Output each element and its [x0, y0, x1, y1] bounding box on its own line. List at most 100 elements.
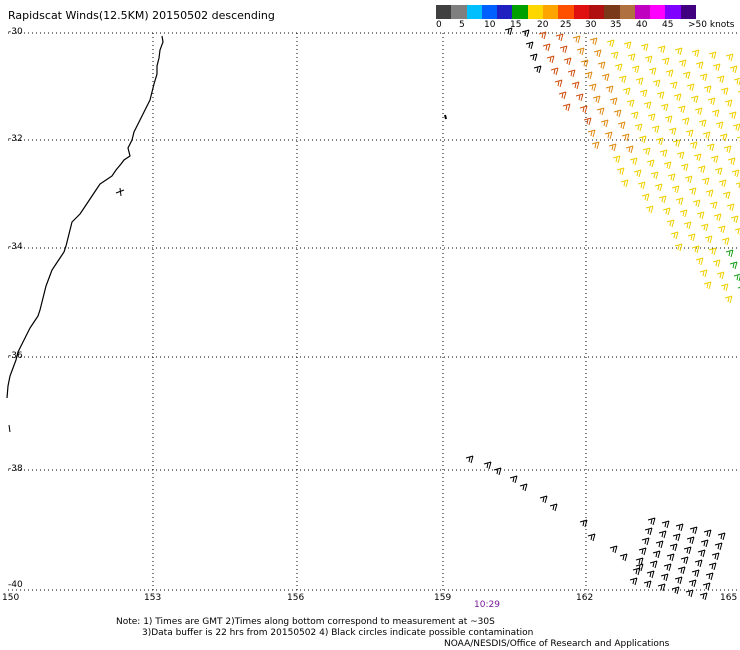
- legend-swatch: [588, 5, 605, 19]
- legend-label: 20: [537, 20, 549, 30]
- wind-barb: [708, 562, 717, 571]
- wind-barb: [676, 151, 685, 160]
- wind-barb: [605, 85, 614, 94]
- wind-barb: [684, 175, 693, 184]
- wind-barb: [644, 55, 653, 64]
- wind-barb: [688, 579, 697, 588]
- wind-barb: [674, 576, 683, 585]
- legend-swatch: [527, 5, 544, 19]
- wind-barb: [658, 530, 667, 539]
- wind-barb: [652, 550, 661, 559]
- wind-barb: [702, 131, 711, 140]
- wind-barb: [493, 467, 502, 476]
- wind-barb: [734, 228, 740, 235]
- wind-barb: [554, 79, 563, 88]
- wind-barb: [670, 231, 679, 240]
- wind-barb: [675, 523, 684, 532]
- wind-barb: [504, 27, 513, 36]
- wind-barb: [663, 161, 672, 170]
- wind-barb: [735, 182, 740, 189]
- legend-swatch: [481, 5, 498, 19]
- lon-label-159: 159: [434, 593, 452, 603]
- wind-barb: [596, 107, 605, 116]
- wind-barb: [588, 83, 597, 92]
- legend-label: 30: [585, 20, 597, 30]
- wind-barb: [652, 79, 661, 88]
- wind-barb: [717, 225, 726, 234]
- coastline: [6, 35, 164, 399]
- lat-label-38: -38: [8, 464, 23, 474]
- wind-barb: [700, 539, 709, 548]
- legend-label: 0: [436, 20, 442, 30]
- wind-barbs-southeast: [465, 455, 726, 601]
- wind-barb: [698, 119, 707, 128]
- wind-barb: [542, 43, 551, 52]
- legend-label: >50 knots: [688, 20, 735, 30]
- wind-barb: [680, 556, 689, 565]
- wind-barb: [729, 261, 738, 270]
- wind-barb: [718, 179, 727, 188]
- wind-barbs-northeast: [504, 27, 740, 304]
- wind-barb: [550, 67, 559, 76]
- pass-time-label: 10:29: [474, 600, 500, 610]
- wind-barb: [610, 51, 619, 60]
- wind-barb: [669, 543, 678, 552]
- wind-barb: [549, 503, 558, 512]
- wind-barb: [703, 529, 712, 538]
- wind-barb: [646, 570, 655, 579]
- lat-label-34: -34: [8, 242, 23, 252]
- wind-barb: [716, 271, 725, 280]
- wind-barb: [677, 566, 686, 575]
- legend-swatch: [436, 5, 452, 19]
- wind-barb: [673, 93, 682, 102]
- wind-barb: [691, 49, 700, 58]
- wind-barb: [717, 532, 726, 541]
- wind-barb: [711, 552, 720, 561]
- wind-barb: [726, 203, 735, 212]
- wind-barb: [679, 209, 688, 218]
- wind-barb: [733, 77, 740, 86]
- wind-barb: [701, 177, 710, 186]
- wind-barb: [720, 87, 729, 96]
- wind-barb: [519, 483, 528, 492]
- wind-barb: [689, 526, 698, 535]
- wind-barb: [674, 243, 683, 252]
- wind-barb: [509, 475, 518, 484]
- map-title: Rapidscat Winds(12.5KM) 20150502 descend…: [8, 9, 275, 22]
- wind-barb: [608, 143, 617, 152]
- wind-barb: [725, 53, 734, 62]
- wind-barb: [643, 101, 652, 110]
- wind-barb: [619, 553, 628, 562]
- wind-barb: [667, 173, 676, 182]
- wind-barb: [638, 547, 647, 556]
- wind-barb: [626, 99, 635, 108]
- wind-barb: [647, 517, 656, 526]
- wind-barb: [737, 286, 740, 289]
- wind-barb: [693, 153, 702, 162]
- wind-barb: [587, 129, 596, 138]
- legend-swatch: [665, 5, 681, 19]
- wind-barb: [563, 57, 572, 66]
- wind-barb: [635, 557, 644, 566]
- wind-speed-legend: [436, 5, 697, 19]
- wind-barb: [657, 583, 666, 592]
- wind-barb: [618, 75, 627, 84]
- wind-barb: [604, 131, 613, 140]
- wind-barb: [699, 592, 708, 601]
- wind-barb: [703, 281, 712, 290]
- wind-barb: [705, 189, 714, 198]
- wind-barb: [634, 123, 643, 132]
- wind-barb: [525, 41, 534, 50]
- wind-barb: [638, 135, 647, 144]
- wind-barb: [692, 199, 701, 208]
- wind-barb: [623, 41, 632, 50]
- wind-barb: [648, 67, 657, 76]
- wind-barb: [657, 45, 666, 54]
- wind-barb: [620, 179, 629, 188]
- wind-barb: [664, 115, 673, 124]
- wind-barb: [654, 183, 663, 192]
- wind-barb: [691, 245, 700, 254]
- wind-barb: [643, 580, 652, 589]
- wind-barb: [576, 47, 585, 56]
- wind-barb: [732, 123, 740, 132]
